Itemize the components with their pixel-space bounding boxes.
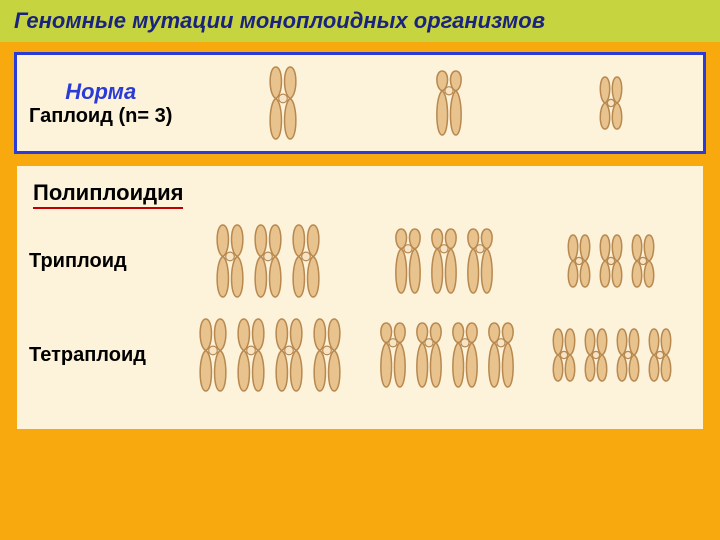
chromosome-icon [427, 227, 461, 295]
chromosome [432, 69, 466, 137]
chromosome-icon [596, 233, 626, 289]
chromosome-icon [628, 233, 658, 289]
chromosome-group [212, 223, 324, 299]
chromosome [233, 317, 269, 393]
chromosome-group [549, 327, 675, 383]
chromosome-icon [212, 223, 248, 299]
chromosome [613, 327, 643, 383]
chromosome [645, 327, 675, 383]
chromosome-icon [463, 227, 497, 295]
chromosome-icon [581, 327, 611, 383]
chromosome-icon [412, 321, 446, 389]
normal-subtitle: Гаплоид (n= 3) [29, 105, 172, 128]
chromosome-group-row [179, 223, 691, 299]
chromosome-icon [288, 223, 324, 299]
chromosome-icon [265, 65, 301, 141]
chromosome-group [376, 321, 518, 389]
chromosome [250, 223, 286, 299]
chromosome-icon [596, 75, 626, 131]
chromosome-icon [309, 317, 345, 393]
chromosome-icon [195, 317, 231, 393]
chromosome [376, 321, 410, 389]
chromosome-icon [484, 321, 518, 389]
chromosome-icon [376, 321, 410, 389]
chromosome-icon [564, 233, 594, 289]
chromosome-icon [250, 223, 286, 299]
normal-chromosome-row [200, 65, 691, 141]
chromosome-group [391, 227, 497, 295]
chromosome [271, 317, 307, 393]
chromosome-group [195, 317, 345, 393]
ploidy-label: Триплоид [29, 250, 179, 273]
normal-title: Норма [29, 79, 172, 105]
page-title: Геномные мутации моноплоидных организмов [14, 8, 545, 33]
chromosome-icon [391, 227, 425, 295]
chromosome [596, 233, 626, 289]
chromosome [564, 233, 594, 289]
chromosome [596, 75, 626, 131]
chromosome [412, 321, 446, 389]
chromosome-icon [432, 69, 466, 137]
chromosome [195, 317, 231, 393]
chromosome [212, 223, 248, 299]
title-bar: Геномные мутации моноплоидных организмов [0, 0, 720, 42]
polyploidy-title: Полиплоидия [33, 180, 183, 209]
normal-labels: Норма Гаплоид (n= 3) [29, 79, 172, 128]
chromosome-icon [613, 327, 643, 383]
chromosome [549, 327, 579, 383]
chromosome-icon [645, 327, 675, 383]
panel-normal: Норма Гаплоид (n= 3) [14, 52, 706, 154]
chromosome-icon [549, 327, 579, 383]
panel-polyploidy: Полиплоидия Триплоид [14, 164, 706, 432]
chromosome-group-row [179, 317, 691, 393]
chromosome-icon [271, 317, 307, 393]
chromosome [448, 321, 482, 389]
ploidy-label: Тетраплоид [29, 344, 179, 367]
chromosome-group [564, 233, 658, 289]
chromosome [463, 227, 497, 295]
ploidy-row: Триплоид [29, 223, 691, 299]
chromosome [265, 65, 301, 141]
chromosome [581, 327, 611, 383]
chromosome [391, 227, 425, 295]
chromosome-icon [448, 321, 482, 389]
ploidy-row: Тетраплоид [29, 317, 691, 393]
chromosome [628, 233, 658, 289]
chromosome [427, 227, 461, 295]
chromosome-icon [233, 317, 269, 393]
chromosome [309, 317, 345, 393]
chromosome [484, 321, 518, 389]
chromosome [288, 223, 324, 299]
